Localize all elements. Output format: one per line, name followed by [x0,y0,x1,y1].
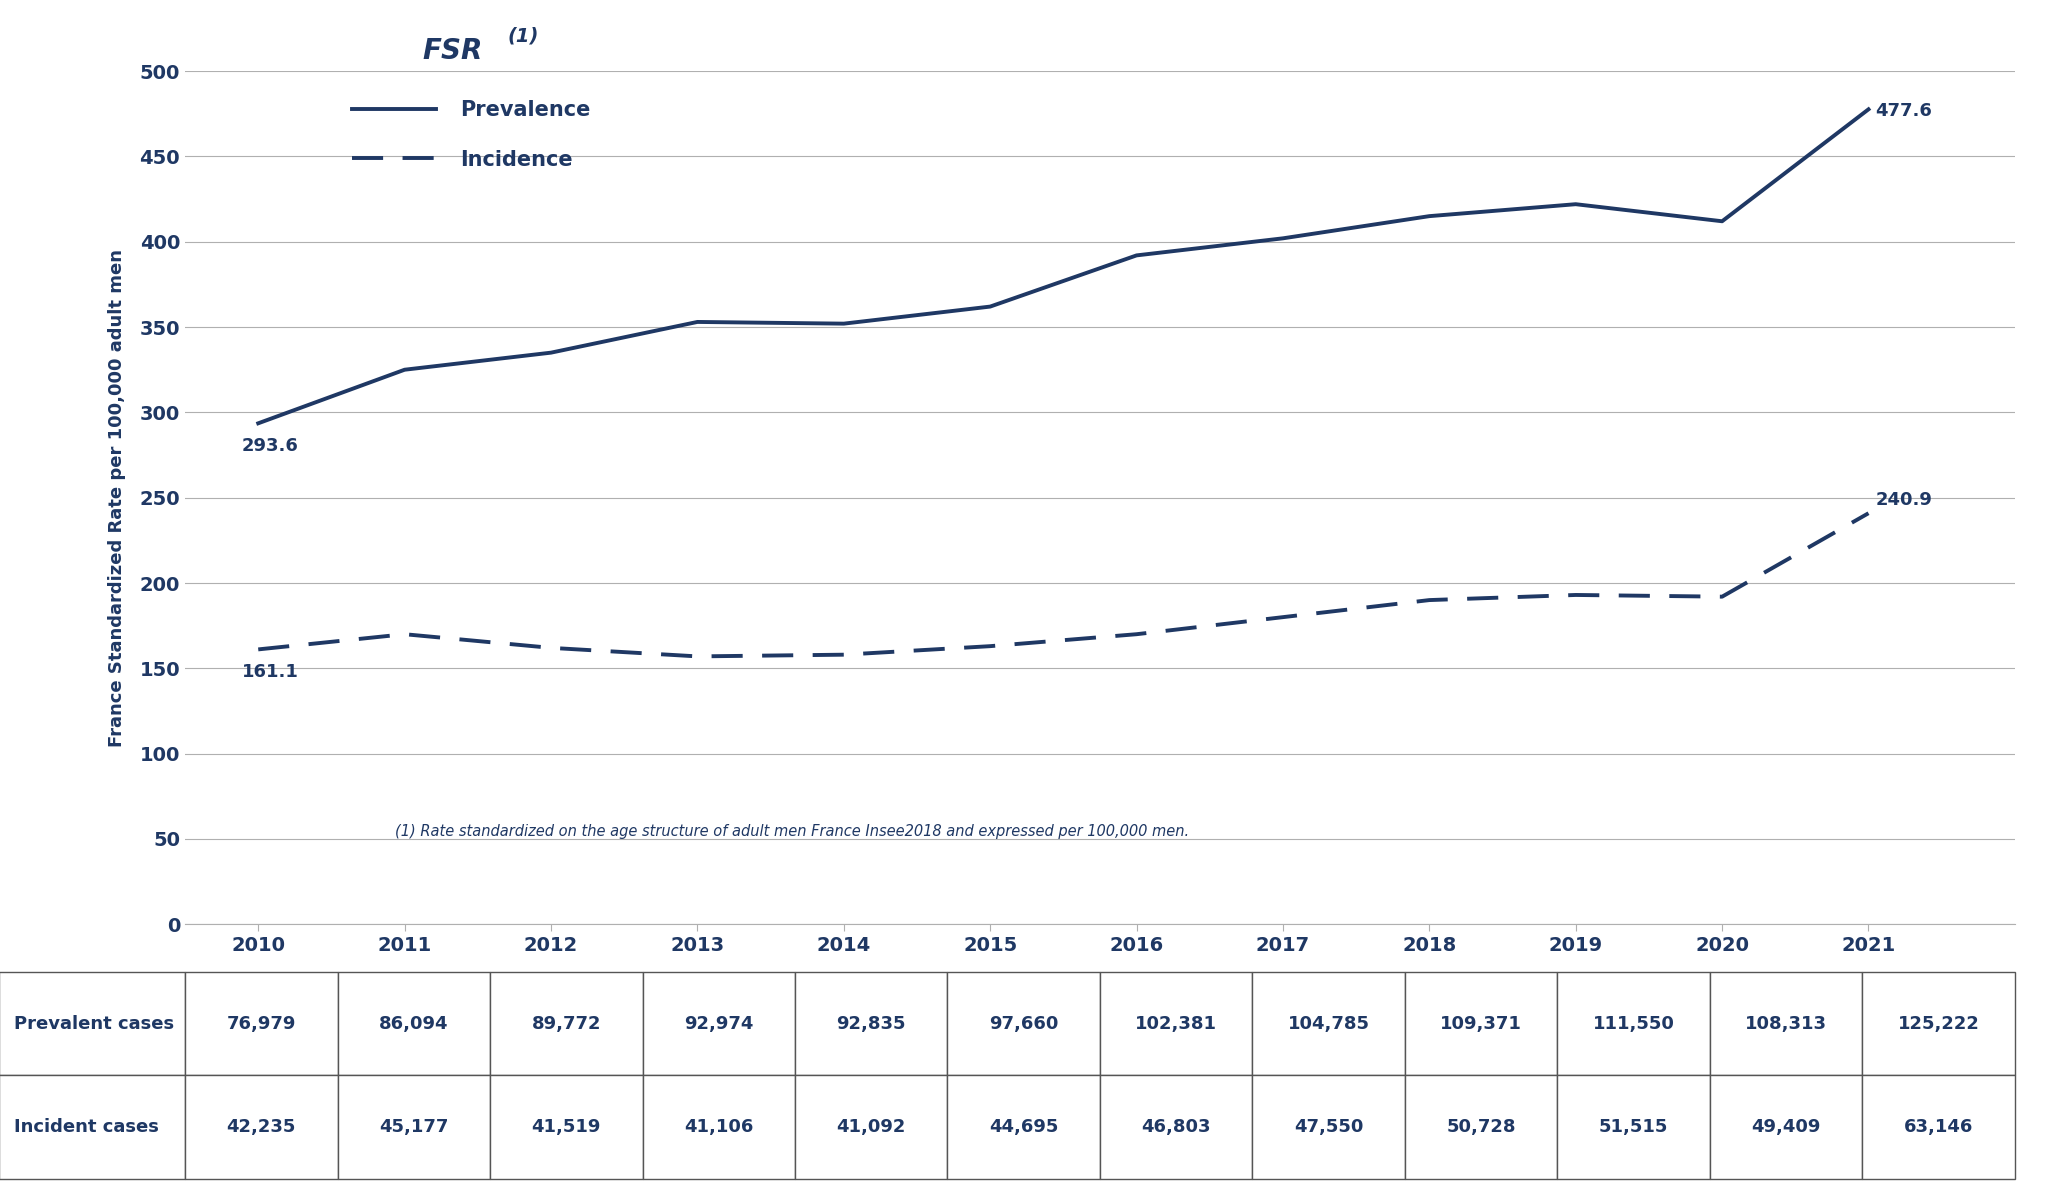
Text: (1) Rate standardized on the age structure of adult men France Insee2018 and exp: (1) Rate standardized on the age structu… [395,824,1190,839]
Text: (1): (1) [508,26,539,45]
Text: FSR: FSR [421,37,483,65]
Text: 293.6: 293.6 [241,437,298,455]
Text: 161.1: 161.1 [241,664,298,681]
Legend: Prevalence, Incidence: Prevalence, Incidence [341,90,602,180]
Text: 477.6: 477.6 [1875,102,1933,120]
Y-axis label: France Standardized Rate per 100,000 adult men: France Standardized Rate per 100,000 adu… [107,249,125,747]
Text: 240.9: 240.9 [1875,491,1933,508]
